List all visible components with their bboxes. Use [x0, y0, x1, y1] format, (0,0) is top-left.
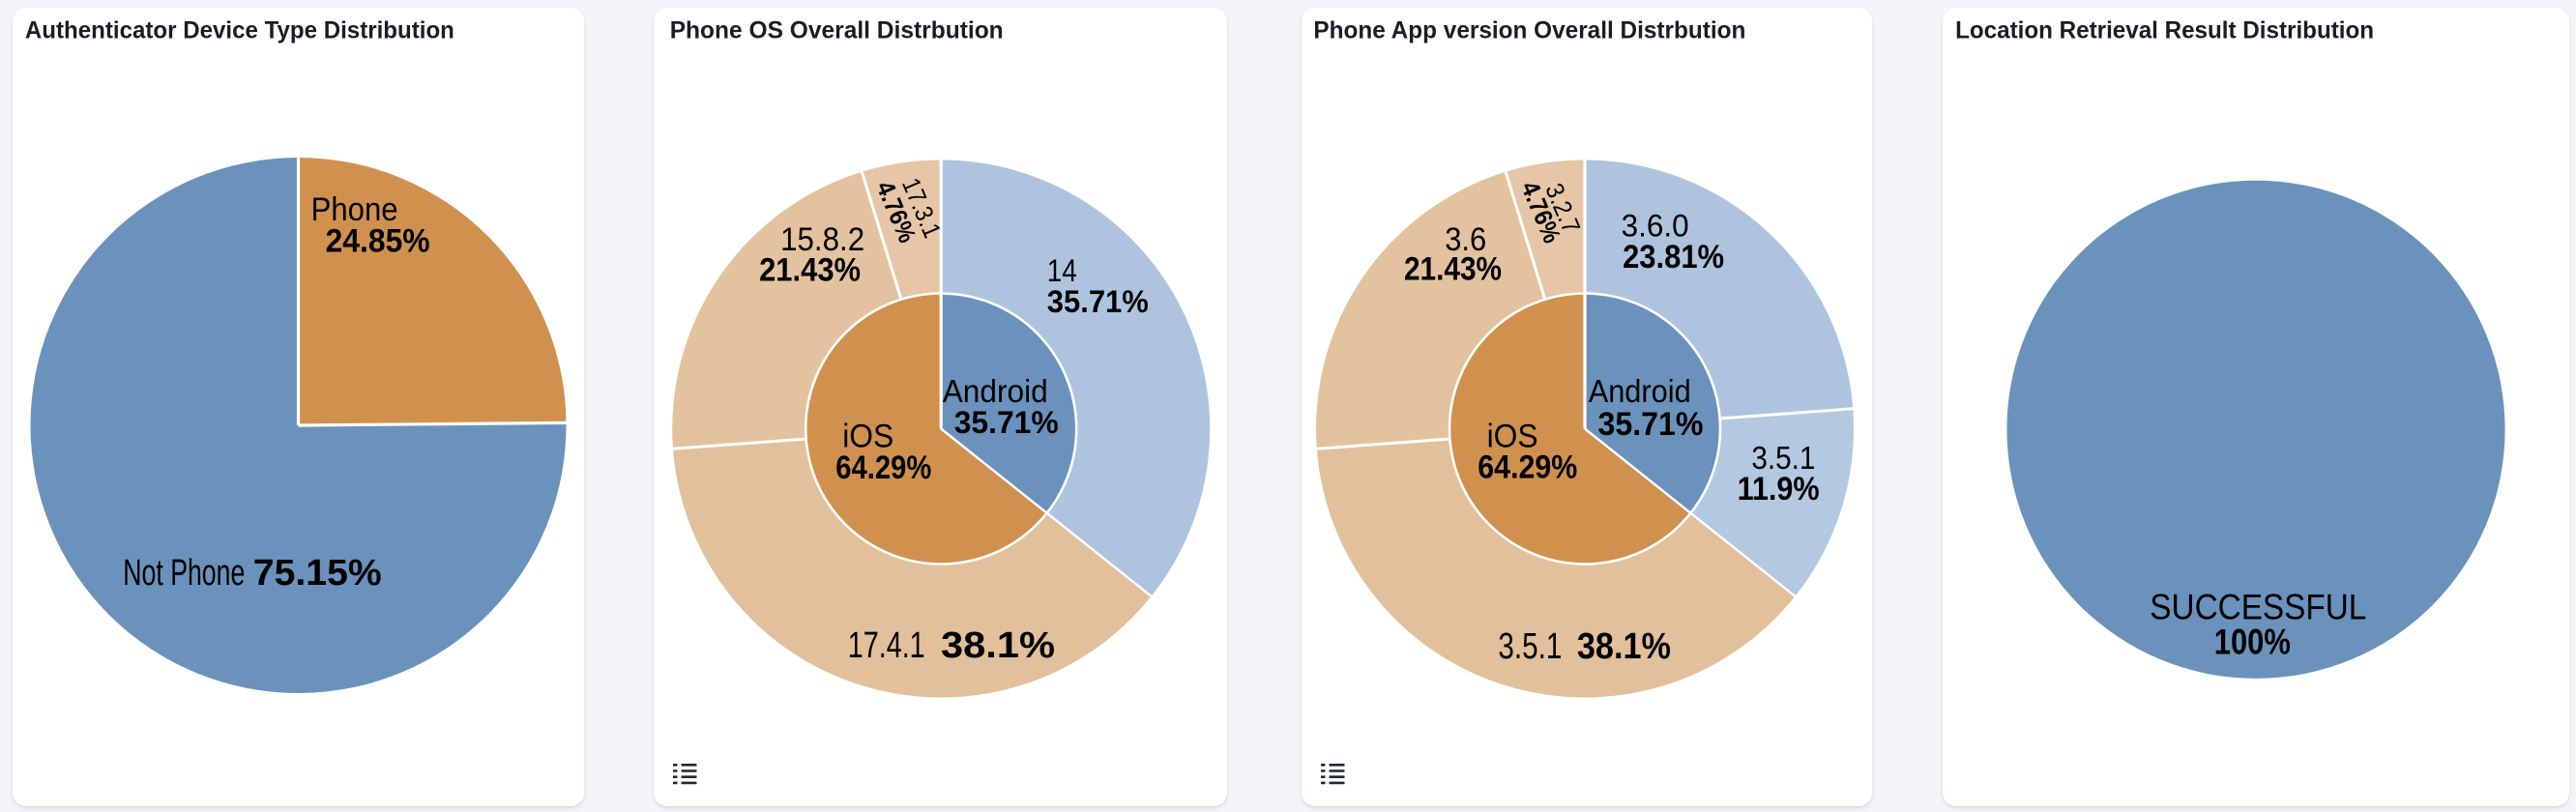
svg-text:35.71%: 35.71%: [1598, 406, 1704, 443]
svg-text:3.5.1: 3.5.1: [1751, 440, 1815, 476]
svg-text:Phone App version Overall Dist: Phone App version Overall Distrbution: [1313, 17, 1745, 44]
svg-text:3.5.1: 3.5.1: [1498, 626, 1562, 667]
svg-text:Location Retrieval Result Dist: Location Retrieval Result Distribution: [1955, 17, 2374, 44]
svg-text:11.9%: 11.9%: [1738, 471, 1820, 508]
svg-text:38.1%: 38.1%: [941, 625, 1055, 666]
svg-text:Phone: Phone: [311, 191, 398, 228]
svg-text:64.29%: 64.29%: [835, 450, 931, 486]
svg-text:Phone OS Overall Distrbution: Phone OS Overall Distrbution: [670, 17, 1004, 44]
svg-text:17.4.1: 17.4.1: [848, 625, 925, 666]
svg-text:64.29%: 64.29%: [1478, 449, 1577, 485]
svg-text:21.43%: 21.43%: [1404, 250, 1502, 287]
svg-text:Android: Android: [943, 373, 1048, 409]
svg-text:SUCCESSFUL: SUCCESSFUL: [2150, 587, 2366, 626]
svg-text:35.71%: 35.71%: [954, 405, 1059, 440]
svg-text:Android: Android: [1589, 373, 1691, 409]
svg-text:35.71%: 35.71%: [1047, 284, 1149, 319]
svg-text:15.8.2: 15.8.2: [780, 221, 864, 258]
svg-text:Not Phone: Not Phone: [123, 553, 245, 594]
svg-text:23.81%: 23.81%: [1623, 239, 1724, 276]
svg-text:24.85%: 24.85%: [326, 222, 430, 259]
svg-text:38.1%: 38.1%: [1577, 626, 1671, 667]
svg-text:14: 14: [1047, 253, 1077, 288]
svg-text:Authenticator Device Type Dist: Authenticator Device Type Distribution: [25, 17, 454, 44]
svg-text:75.15%: 75.15%: [253, 553, 382, 594]
svg-text:21.43%: 21.43%: [759, 252, 861, 289]
svg-text:iOS: iOS: [1487, 418, 1538, 454]
svg-text:iOS: iOS: [842, 418, 893, 454]
svg-text:3.6.0: 3.6.0: [1622, 209, 1689, 244]
svg-text:100%: 100%: [2214, 622, 2291, 661]
svg-text:3.6: 3.6: [1445, 221, 1486, 258]
